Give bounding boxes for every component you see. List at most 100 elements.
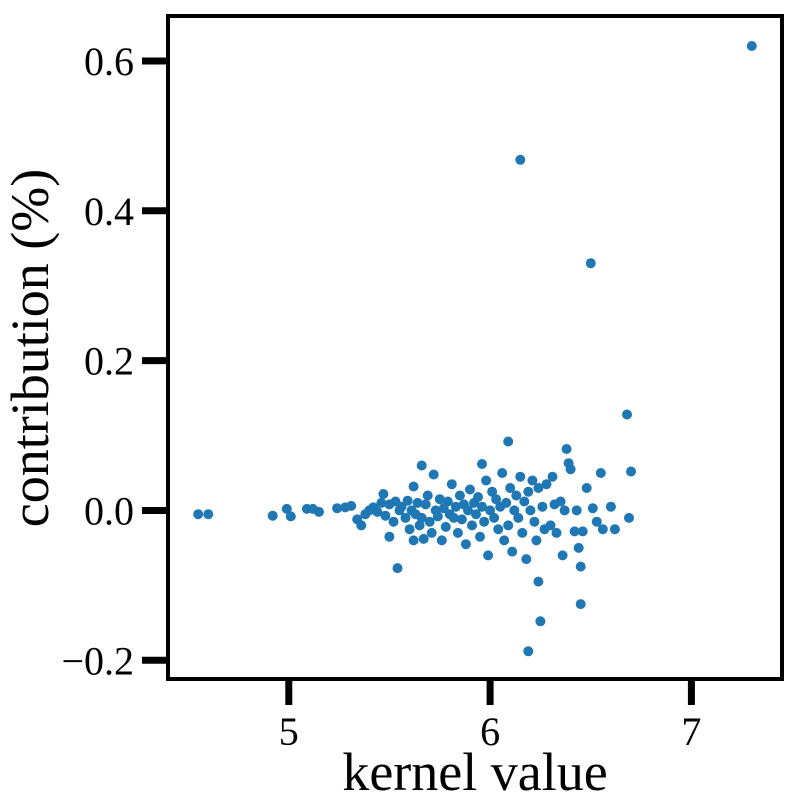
data-point: [503, 520, 514, 531]
data-point: [332, 503, 343, 514]
data-point: [551, 527, 562, 538]
y-tick-label: −0.2: [61, 638, 134, 683]
data-point: [531, 535, 542, 546]
data-point: [555, 496, 566, 507]
x-tick-label: 7: [681, 709, 701, 754]
data-point: [400, 512, 411, 523]
data-point: [477, 501, 487, 512]
data-point: [485, 505, 496, 516]
data-point: [481, 475, 492, 486]
y-axis-ticks: −0.2 0.0 0.2 0.4 0.6: [61, 39, 168, 683]
x-axis-title: kernel value: [342, 742, 607, 800]
data-point: [513, 512, 524, 523]
data-point: [545, 520, 556, 531]
data-point: [537, 501, 548, 512]
data-point: [519, 496, 530, 507]
y-tick-label: 0.6: [84, 39, 134, 84]
data-point: [483, 550, 494, 561]
data-point: [446, 479, 457, 490]
data-point: [533, 576, 544, 587]
data-point: [499, 535, 510, 546]
points-layer: [193, 41, 757, 657]
data-point: [507, 546, 518, 557]
plot-frame: [166, 14, 784, 681]
data-point: [503, 436, 514, 447]
data-point: [609, 524, 620, 535]
data-point: [626, 466, 636, 477]
data-point: [392, 563, 403, 574]
data-point: [541, 479, 552, 490]
data-point: [581, 483, 592, 493]
x-tick-label: 6: [480, 709, 500, 754]
data-point: [414, 520, 425, 531]
data-point: [452, 527, 463, 538]
data-point: [422, 490, 433, 501]
data-point: [428, 469, 439, 480]
data-point: [473, 492, 483, 502]
data-point: [454, 490, 465, 501]
data-point: [497, 468, 508, 478]
data-point: [346, 500, 357, 511]
data-point: [529, 516, 540, 527]
data-point: [509, 505, 520, 516]
data-point: [388, 516, 399, 527]
data-point: [585, 258, 596, 269]
data-point: [416, 460, 427, 471]
data-point: [505, 483, 516, 493]
data-point: [193, 509, 204, 520]
data-point: [515, 471, 526, 482]
data-point: [356, 520, 367, 531]
data-point: [285, 511, 296, 522]
data-point: [597, 524, 608, 535]
data-point: [424, 516, 435, 527]
data-point: [436, 535, 447, 546]
data-point: [465, 484, 475, 495]
data-point: [491, 494, 502, 505]
data-point: [575, 561, 586, 572]
data-point: [523, 646, 534, 657]
data-point: [573, 542, 584, 553]
data-point: [587, 503, 598, 514]
data-point: [412, 497, 423, 508]
data-point: [314, 506, 324, 517]
data-point: [450, 501, 461, 512]
data-point: [591, 516, 602, 527]
data-point: [203, 509, 214, 520]
data-point: [523, 486, 534, 497]
data-point: [501, 497, 512, 508]
data-point: [467, 520, 477, 531]
data-point: [511, 490, 522, 501]
data-point: [561, 444, 572, 454]
data-point: [569, 526, 580, 537]
data-point: [479, 516, 490, 527]
data-point: [515, 154, 526, 165]
data-point: [571, 505, 582, 516]
y-tick-label: 0.2: [84, 339, 134, 384]
y-tick-label: 0.0: [84, 488, 134, 533]
data-point: [521, 554, 532, 565]
data-point: [517, 527, 528, 538]
data-point: [463, 505, 473, 516]
data-point: [404, 524, 415, 535]
data-point: [376, 497, 387, 508]
data-point: [622, 409, 632, 420]
data-point: [477, 459, 487, 469]
data-point: [402, 495, 413, 506]
data-point: [426, 527, 437, 538]
data-point: [525, 505, 536, 516]
data-point: [372, 506, 383, 517]
data-point: [267, 510, 278, 521]
data-point: [440, 521, 451, 532]
y-axis-title: contribution (%): [0, 169, 60, 527]
data-point: [408, 481, 419, 492]
data-point: [471, 509, 481, 520]
data-point: [378, 489, 389, 499]
data-point: [460, 539, 471, 550]
data-point: [475, 531, 485, 542]
data-point: [565, 464, 576, 475]
data-point: [456, 514, 467, 525]
data-point: [380, 510, 391, 521]
data-point: [527, 475, 538, 486]
